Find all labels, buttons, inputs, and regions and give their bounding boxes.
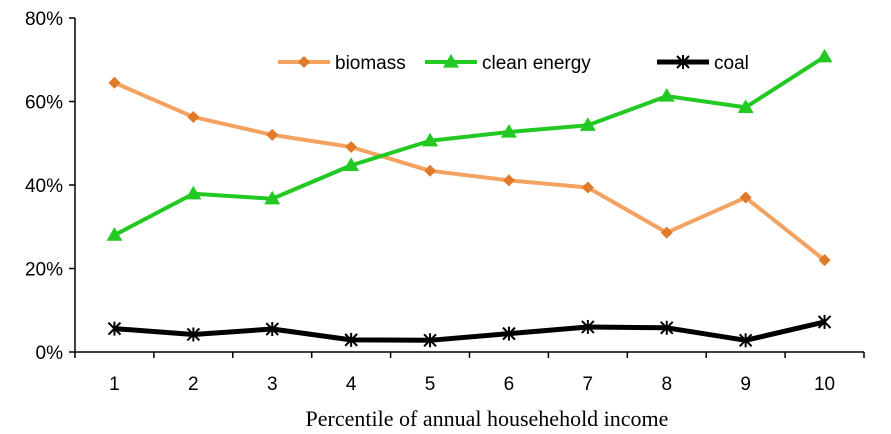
point-clean-energy [500, 123, 517, 138]
x-tick-label: 2 [188, 374, 199, 395]
legend-item-biomass: biomass [278, 53, 406, 74]
legend-marker-biomass [298, 56, 310, 68]
point-clean-energy [264, 190, 281, 205]
series-biomass [108, 76, 831, 267]
point-clean-energy [579, 117, 596, 131]
point-biomass [818, 254, 831, 267]
series-coal [107, 314, 832, 348]
series-line-biomass [113, 80, 826, 262]
point-coal [817, 314, 832, 329]
legend: biomass clean energy coal [278, 53, 749, 74]
point-clean-energy [185, 185, 202, 200]
x-tick-label: 9 [740, 374, 751, 395]
x-tick-label: 6 [504, 374, 515, 395]
legend-label-biomass: biomass [335, 53, 406, 74]
y-tick-label: 80% [25, 9, 63, 30]
legend-label-clean-energy: clean energy [482, 53, 591, 74]
y-tick-label: 20% [25, 260, 63, 281]
series-line-coal [114, 319, 826, 343]
legend-marker-clean-energy [443, 54, 459, 68]
point-biomass [187, 110, 200, 123]
x-tick-label: 1 [109, 374, 120, 395]
y-tick-label: 60% [25, 93, 63, 114]
point-biomass [739, 191, 752, 204]
point-clean-energy [658, 88, 675, 102]
point-biomass [660, 226, 673, 239]
point-coal [502, 326, 516, 341]
point-biomass [108, 76, 121, 89]
x-tick-label: 5 [425, 374, 436, 395]
legend-item-clean-energy: clean energy [425, 53, 591, 74]
point-coal [581, 319, 595, 334]
point-biomass [266, 128, 279, 141]
legend-label-coal: coal [714, 53, 749, 74]
x-axis-title: Percentile of annual househehold income [306, 406, 669, 431]
y-tick-label: 0% [36, 343, 64, 364]
point-coal [107, 321, 122, 336]
point-biomass [345, 141, 358, 154]
point-coal [344, 332, 358, 347]
point-biomass [502, 174, 515, 187]
point-clean-energy [737, 99, 754, 113]
point-coal [265, 322, 279, 337]
point-coal [738, 333, 753, 348]
point-clean-energy [343, 157, 360, 171]
x-tick-label: 3 [267, 374, 278, 395]
point-biomass [424, 164, 437, 177]
series-line-clean-energy [113, 55, 826, 237]
x-tick-label: 8 [661, 374, 672, 395]
point-clean-energy [816, 48, 833, 63]
x-tick-label: 7 [583, 374, 594, 395]
series-clean-energy [106, 48, 833, 241]
point-coal [660, 320, 674, 335]
x-tick-label: 4 [346, 374, 357, 395]
point-coal [186, 327, 201, 342]
legend-item-coal: coal [657, 53, 749, 74]
axes: 0% 20% 40% 60% 80% 1 2 3 4 5 6 7 8 9 10 [25, 9, 865, 395]
series-layer [106, 48, 833, 348]
legend-marker-coal [676, 55, 690, 69]
x-tick-label: 10 [814, 374, 835, 395]
y-tick-label: 40% [25, 176, 63, 197]
point-coal [423, 333, 437, 348]
point-biomass [581, 181, 594, 194]
point-clean-energy [106, 227, 123, 241]
point-clean-energy [422, 132, 439, 147]
